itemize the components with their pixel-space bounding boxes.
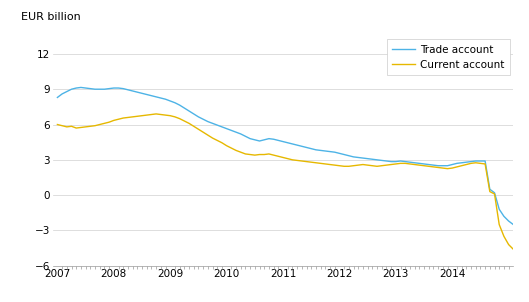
Trade account [332, 150, 338, 154]
Trade account [83, 86, 89, 90]
Line: Trade account: Trade account [58, 88, 529, 227]
Trade account [78, 86, 84, 89]
Text: EUR billion: EUR billion [21, 12, 80, 22]
Legend: Trade account, Current account: Trade account, Current account [387, 39, 510, 75]
Trade account [233, 130, 239, 134]
Current account [332, 163, 338, 167]
Current account [153, 112, 159, 116]
Current account [524, 253, 529, 257]
Current account [355, 163, 361, 167]
Trade account [285, 141, 291, 145]
Trade account [519, 226, 526, 229]
Current account [78, 126, 84, 129]
Current account [233, 149, 239, 152]
Current account [111, 119, 117, 122]
Trade account [54, 96, 61, 99]
Trade account [115, 86, 122, 90]
Line: Current account: Current account [58, 114, 529, 255]
Trade account [355, 156, 361, 159]
Current account [285, 157, 291, 160]
Current account [54, 123, 61, 126]
